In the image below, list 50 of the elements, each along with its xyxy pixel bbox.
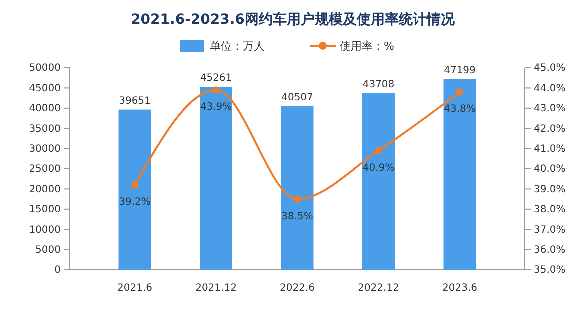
point xyxy=(212,86,220,94)
x-tick-label: 2022.12 xyxy=(358,283,400,294)
y2-tick-label: 38.0% xyxy=(534,204,566,216)
point xyxy=(375,147,382,154)
data-label: 40.9% xyxy=(362,162,395,174)
data-label: 43.8% xyxy=(444,104,476,116)
y-tick-label: 45000 xyxy=(29,83,61,94)
y2-tick-label: 40.0% xyxy=(534,164,566,176)
x-tick-label: 2021.6 xyxy=(118,283,152,294)
x-tick-label: 2022.6 xyxy=(280,283,315,294)
data-label: 47199 xyxy=(444,65,476,76)
y2-tick-label: 35.0% xyxy=(534,265,566,276)
y-tick-label: 15000 xyxy=(29,204,61,216)
data-label: 39651 xyxy=(119,96,151,107)
data-label: 39.2% xyxy=(119,197,151,208)
y2-tick-label: 43.0% xyxy=(534,104,566,115)
y-tick-label: 0 xyxy=(54,265,61,276)
data-label: 40507 xyxy=(282,92,314,104)
y-tick-label: 5000 xyxy=(36,245,61,256)
bar xyxy=(444,79,476,270)
point xyxy=(131,182,139,189)
data-label: 43.9% xyxy=(200,102,232,114)
point xyxy=(456,88,464,96)
y-tick-label: 20000 xyxy=(29,184,61,196)
y2-tick-label: 45.0% xyxy=(534,63,566,74)
y2-tick-label: 37.0% xyxy=(534,224,566,236)
data-label: 38.5% xyxy=(282,211,314,222)
bar xyxy=(200,87,232,270)
legend-label: 单位：万人 xyxy=(210,40,265,53)
data-label: 45261 xyxy=(200,73,232,84)
bar xyxy=(118,110,152,270)
bar xyxy=(362,93,395,270)
y-tick-label: 30000 xyxy=(29,144,61,155)
legend-label: 使用率：% xyxy=(340,40,394,53)
y-tick-label: 50000 xyxy=(29,63,61,74)
chart-title: 2021.6-2023.6网约车用户规模及使用率统计情况 xyxy=(131,11,456,28)
data-label: 43708 xyxy=(362,79,395,90)
y2-tick-label: 36.0% xyxy=(534,245,566,256)
bar xyxy=(281,106,314,270)
y-tick-label: 25000 xyxy=(29,164,61,176)
x-tick-label: 2023.6 xyxy=(442,283,478,294)
y-tick-label: 40000 xyxy=(29,104,61,115)
y-tick-label: 10000 xyxy=(29,224,61,236)
y2-tick-label: 44.0% xyxy=(534,83,566,94)
y2-tick-label: 41.0% xyxy=(534,144,566,155)
y2-tick-label: 39.0% xyxy=(534,184,566,196)
x-tick-label: 2021.12 xyxy=(196,283,237,294)
y-tick-label: 35000 xyxy=(29,124,61,135)
point xyxy=(294,196,302,203)
y2-tick-label: 42.0% xyxy=(534,124,566,135)
